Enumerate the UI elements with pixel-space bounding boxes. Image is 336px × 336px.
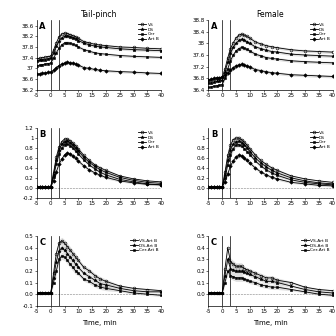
Legend: VS-Art B, DS-Art B, Cer-Art B: VS-Art B, DS-Art B, Cer-Art B bbox=[301, 238, 330, 253]
Legend: VS, DS, Cer, Art B: VS, DS, Cer, Art B bbox=[309, 130, 330, 150]
X-axis label: Time, min: Time, min bbox=[82, 320, 117, 326]
Text: A: A bbox=[39, 22, 46, 31]
X-axis label: Time, min: Time, min bbox=[253, 320, 288, 326]
Text: B: B bbox=[211, 130, 217, 139]
Text: C: C bbox=[211, 238, 217, 247]
Title: Tail-pinch: Tail-pinch bbox=[81, 10, 117, 19]
Legend: VS, DS, Cer, Art B: VS, DS, Cer, Art B bbox=[138, 130, 159, 150]
Text: A: A bbox=[211, 22, 217, 31]
Text: B: B bbox=[39, 130, 46, 139]
Title: Female: Female bbox=[257, 10, 284, 19]
Legend: VS, DS, Cer, Art B: VS, DS, Cer, Art B bbox=[309, 23, 330, 42]
Text: C: C bbox=[39, 238, 46, 247]
Legend: VS, DS, Cer, Art B: VS, DS, Cer, Art B bbox=[138, 23, 159, 42]
Legend: VS-Art B, DS-Art B, Cer-Art B: VS-Art B, DS-Art B, Cer-Art B bbox=[129, 238, 159, 253]
